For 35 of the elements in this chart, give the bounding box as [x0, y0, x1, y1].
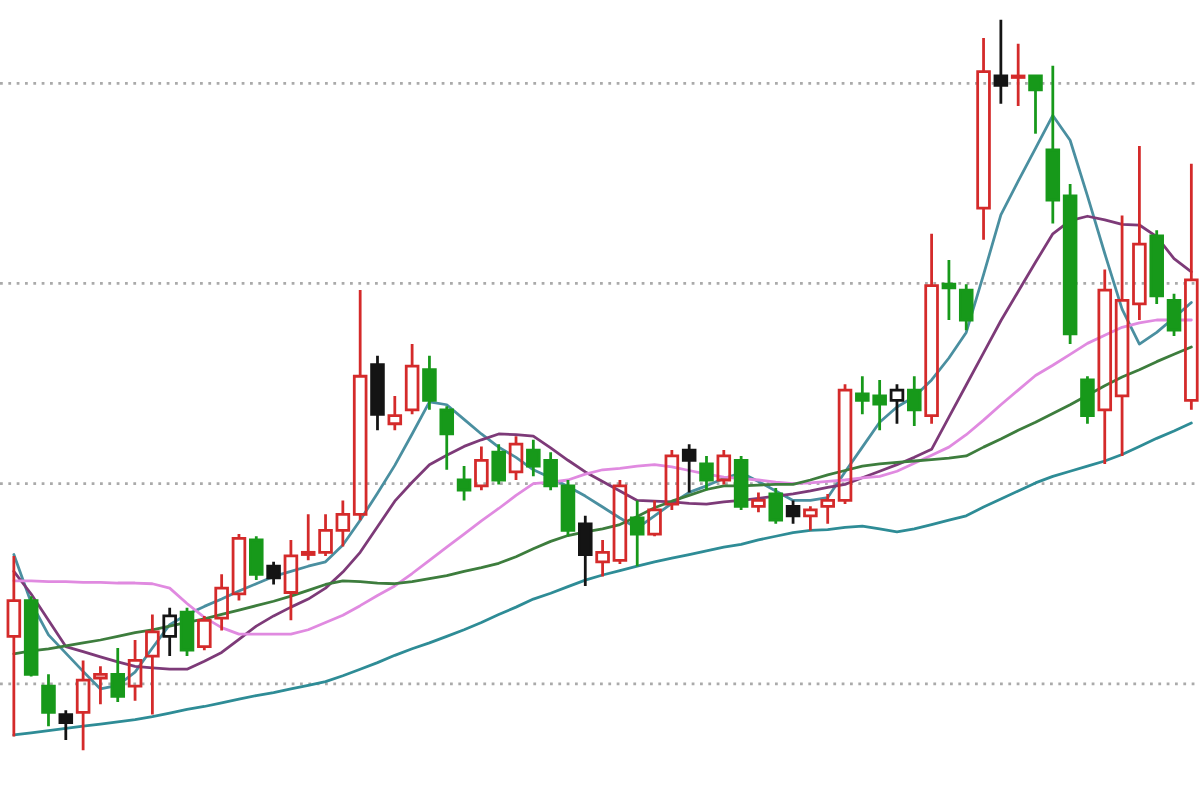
- candlestick: [422, 354, 437, 412]
- candlestick: [110, 646, 126, 704]
- candlestick: [647, 499, 662, 538]
- candlestick: [58, 708, 74, 742]
- candlestick: [370, 354, 385, 432]
- candlestick: [803, 504, 818, 532]
- candlestick: [145, 613, 160, 716]
- candlestick: [1010, 42, 1026, 108]
- candlestick: [162, 606, 177, 658]
- candlestick: [629, 499, 645, 568]
- candlestick: [456, 464, 472, 502]
- candlestick: [127, 638, 143, 703]
- candlestick: [993, 18, 1009, 106]
- candlestick: [93, 664, 108, 706]
- candlestick: [404, 342, 420, 416]
- candlestick: [1149, 228, 1164, 306]
- candlestick: [439, 404, 455, 472]
- candlestick: [1080, 374, 1095, 426]
- candlestick: [907, 374, 922, 428]
- candlestick: [1028, 74, 1043, 136]
- candlestick: [6, 554, 22, 738]
- candlestick: [941, 258, 957, 322]
- candlestick: [681, 442, 697, 494]
- candlestick: [958, 282, 974, 332]
- candlestick: [387, 394, 403, 432]
- candlestick: [578, 514, 593, 588]
- candlestick: [41, 672, 56, 728]
- candlestick: [699, 454, 714, 492]
- candlestick: [75, 659, 91, 752]
- candlestick: [474, 445, 489, 492]
- candlestick: [889, 382, 905, 426]
- candlestick: [976, 36, 991, 242]
- candlestick: [924, 232, 939, 426]
- candlestick: [1184, 162, 1199, 412]
- candlestick: [664, 448, 680, 512]
